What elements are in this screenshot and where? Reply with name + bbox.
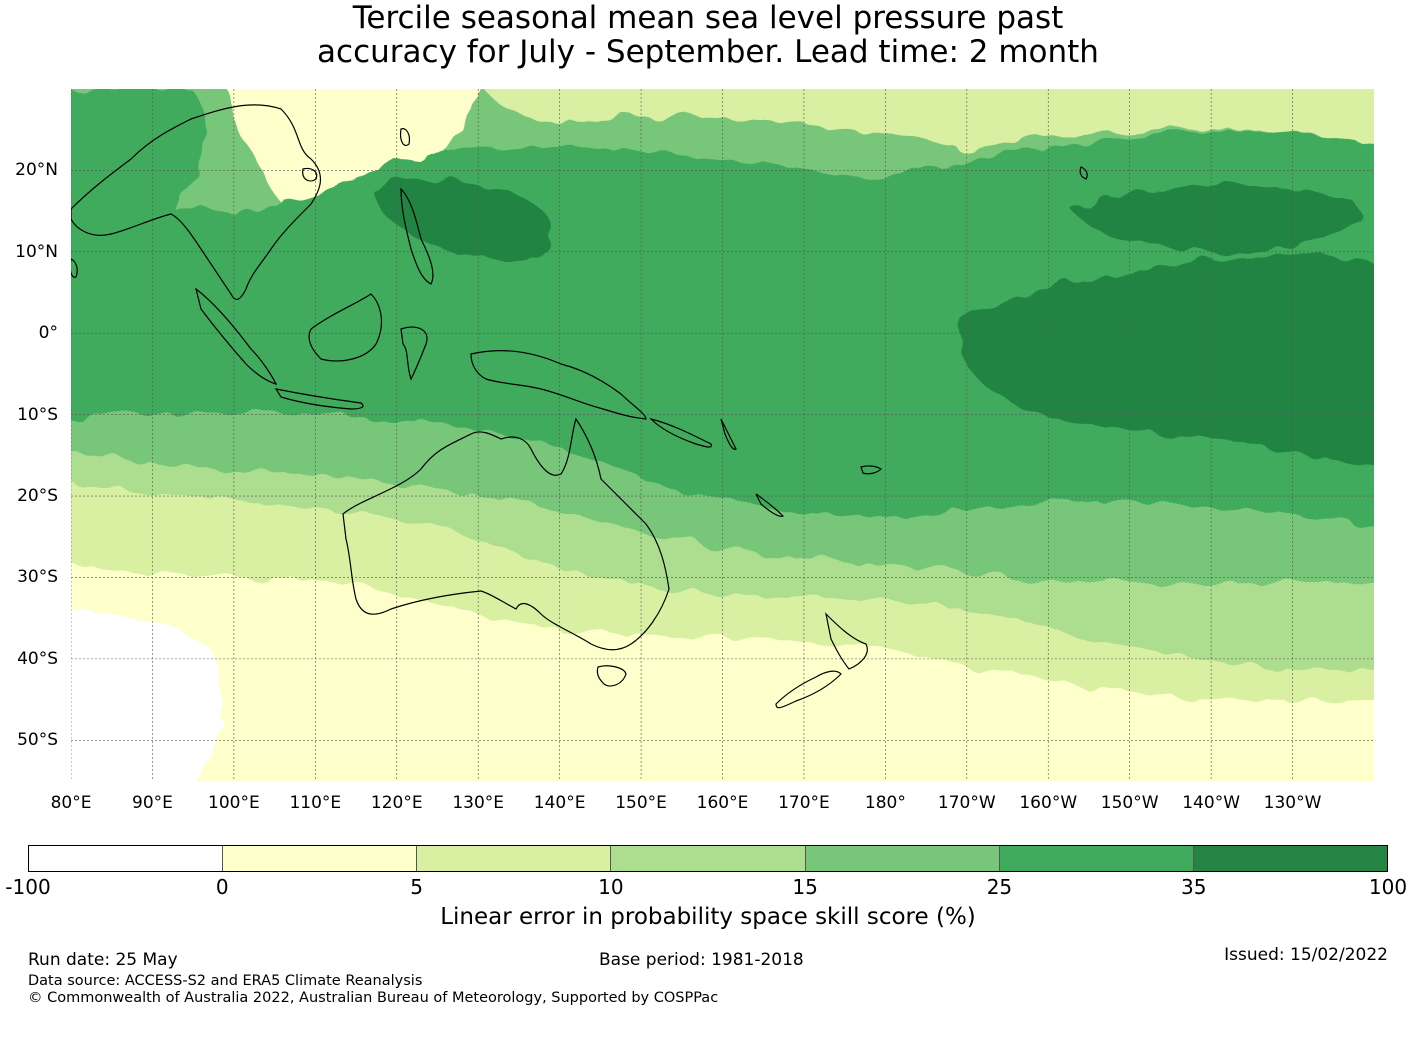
lon-label: 90°E — [132, 793, 173, 813]
coastline-taiwan — [399, 128, 411, 147]
colorbar-tick-label: 0 — [215, 875, 229, 899]
colorbar-segment — [1193, 846, 1387, 871]
colorbar-tick-label: 25 — [986, 875, 1013, 899]
lon-label: 180° — [864, 793, 906, 813]
chart-title-line2: accuracy for July - September. Lead time… — [317, 34, 1099, 70]
lon-label: 140°E — [533, 793, 586, 813]
coastline-solomons — [649, 417, 712, 448]
lon-label: 100°E — [208, 793, 260, 813]
coastline-sulawesi — [400, 326, 428, 381]
zone-25-35-west — [71, 89, 208, 237]
data-source: Data source: ACCESS-S2 and ERA5 Climate … — [28, 973, 423, 989]
coastline-nz-south — [775, 670, 842, 709]
lon-label: 160°E — [696, 793, 749, 813]
coastline-hawaii — [1079, 166, 1088, 180]
lat-label: 20°S — [17, 486, 58, 507]
zone-35-100-center — [1071, 185, 1359, 252]
skill-score-map — [71, 89, 1374, 781]
colorbar-tick-label: 10 — [598, 875, 624, 899]
coastline-se-asia — [71, 104, 321, 301]
lon-label: 80°E — [50, 793, 92, 813]
graticule — [71, 89, 1374, 781]
lon-label: 110°E — [289, 793, 342, 813]
lat-label: 0° — [38, 323, 58, 344]
zone-0-5-north — [226, 89, 481, 235]
colorbar-tick-label: 35 — [1180, 875, 1207, 899]
issued-date: Issued: 15/02/2022 — [1224, 945, 1388, 965]
coastline-sumatra — [195, 287, 278, 385]
coastline-fiji — [860, 465, 882, 475]
colorbar-segment — [805, 846, 1000, 871]
lon-label: 130°W — [1263, 793, 1322, 813]
colorbar-segment — [29, 846, 224, 871]
lat-label: 10°N — [15, 241, 58, 262]
lat-label: 40°S — [17, 648, 58, 669]
base-period: Base period: 1981-2018 — [599, 950, 804, 970]
lon-label: 150°W — [1100, 793, 1159, 813]
lon-label: 170°W — [937, 793, 996, 813]
colorbar-tick-label: 15 — [792, 875, 818, 899]
coastline-vanuatu — [720, 418, 737, 450]
colorbar-segment — [223, 846, 418, 871]
coastline-nz-north — [825, 612, 868, 670]
coastline-new-guinea — [470, 350, 647, 420]
colorbar-label: Linear error in probability space skill … — [440, 904, 976, 930]
lat-label: 30°S — [17, 567, 58, 588]
zone-35-100-north — [371, 178, 553, 261]
lon-label: 170°E — [778, 793, 830, 813]
chart-title-line1: Tercile seasonal mean sea level pressure… — [352, 0, 1064, 36]
zone-35-100-east — [960, 254, 1374, 467]
colorbar-segment — [611, 846, 806, 871]
lon-label: 130°E — [452, 793, 505, 813]
lon-label: 160°W — [1019, 793, 1078, 813]
coastline-tasmania — [596, 665, 627, 687]
colorbar-tick-label: 5 — [410, 875, 423, 899]
zone-5-10-north — [484, 89, 1374, 149]
coastline-java — [274, 388, 364, 410]
zone-neg-south — [71, 609, 222, 781]
lat-label: 10°S — [17, 404, 58, 425]
lon-label: 140°W — [1182, 793, 1241, 813]
copyright: © Commonwealth of Australia 2022, Austra… — [28, 990, 719, 1006]
lat-label: 20°N — [15, 160, 58, 181]
coastline-sri-lanka — [71, 258, 78, 278]
coastline-new-caledonia — [755, 493, 785, 517]
coastline-philippines — [400, 187, 434, 285]
run-date: Run date: 25 May — [28, 950, 178, 970]
lon-label: 120°E — [370, 793, 423, 813]
colorbar-tick-label: -100 — [5, 875, 51, 899]
coastline-hainan — [302, 167, 318, 182]
colorbar-segment — [417, 846, 612, 871]
colorbar — [28, 845, 1388, 872]
colorbar-segment — [999, 846, 1194, 871]
colorbar-tick-label: 100 — [1368, 875, 1408, 899]
coastline-australia — [342, 417, 670, 651]
coastlines — [71, 104, 1088, 709]
lat-label: 50°S — [17, 730, 58, 751]
lon-label: 150°E — [615, 793, 667, 813]
coastline-borneo — [308, 293, 383, 362]
